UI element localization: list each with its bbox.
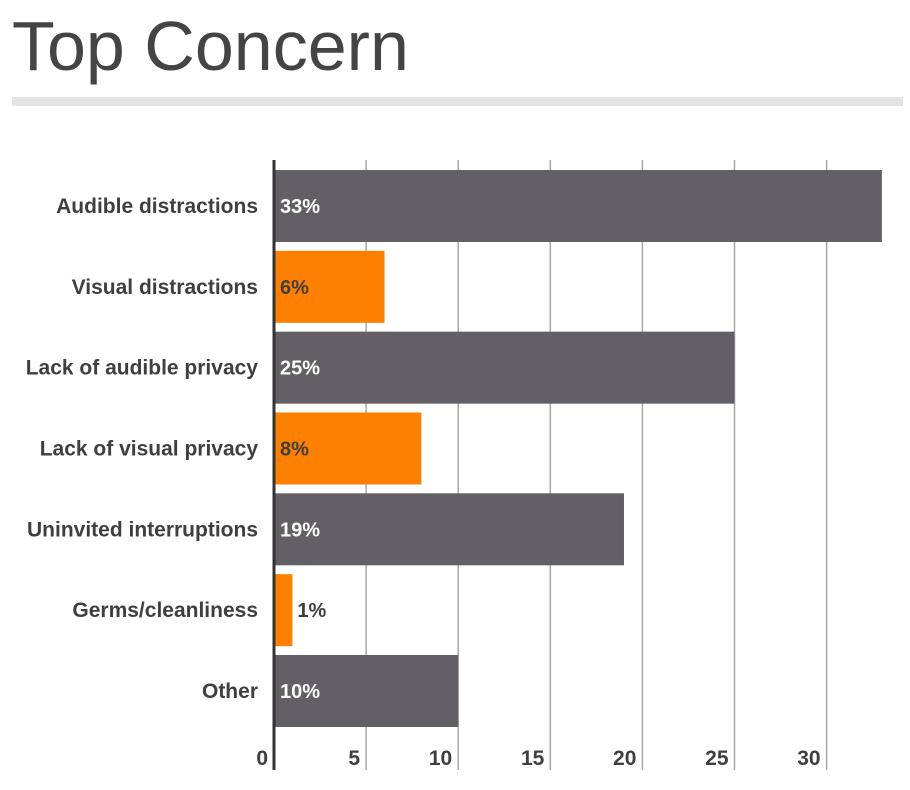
data-label: 33% bbox=[280, 196, 320, 218]
category-label: Lack of visual privacy bbox=[40, 437, 259, 460]
data-label: 25% bbox=[280, 358, 320, 380]
category-label: Other bbox=[202, 680, 258, 703]
category-label: Visual distractions bbox=[72, 276, 258, 299]
x-tick-label: 25 bbox=[705, 747, 729, 770]
bars bbox=[274, 170, 882, 727]
x-tick-label: 0 bbox=[256, 747, 268, 770]
bar-2 bbox=[274, 250, 385, 323]
x-tick-label: 20 bbox=[613, 747, 636, 770]
x-tick-label: 15 bbox=[521, 747, 545, 770]
bar-3 bbox=[274, 331, 735, 404]
data-label: 10% bbox=[280, 681, 320, 703]
category-label: Uninvited interruptions bbox=[27, 518, 258, 541]
x-tick-labels: 0 5 10 15 20 25 30 bbox=[256, 747, 820, 770]
bar-1 bbox=[274, 170, 882, 242]
chart-title: Top Concern bbox=[12, 7, 409, 85]
x-tick-label: 10 bbox=[429, 747, 452, 770]
data-label: 19% bbox=[280, 519, 320, 541]
bar-7 bbox=[274, 654, 459, 727]
data-labels: 33% 6% 25% 8% 19% 1% 10% bbox=[280, 196, 327, 703]
data-label: 1% bbox=[297, 600, 326, 622]
bar-6 bbox=[274, 574, 293, 647]
bar-5 bbox=[274, 493, 624, 566]
category-label: Audible distractions bbox=[56, 195, 258, 218]
category-label: Germs/cleanliness bbox=[72, 599, 258, 622]
x-tick-label: 30 bbox=[797, 747, 820, 770]
x-tick-label: 5 bbox=[348, 747, 360, 770]
data-label: 8% bbox=[280, 438, 309, 460]
category-labels: Audible distractions Visual distractions L… bbox=[26, 195, 259, 703]
category-label: Lack of audible privacy bbox=[26, 357, 259, 380]
title-divider bbox=[12, 97, 903, 106]
bar-4 bbox=[274, 412, 422, 485]
data-label: 6% bbox=[280, 277, 309, 299]
